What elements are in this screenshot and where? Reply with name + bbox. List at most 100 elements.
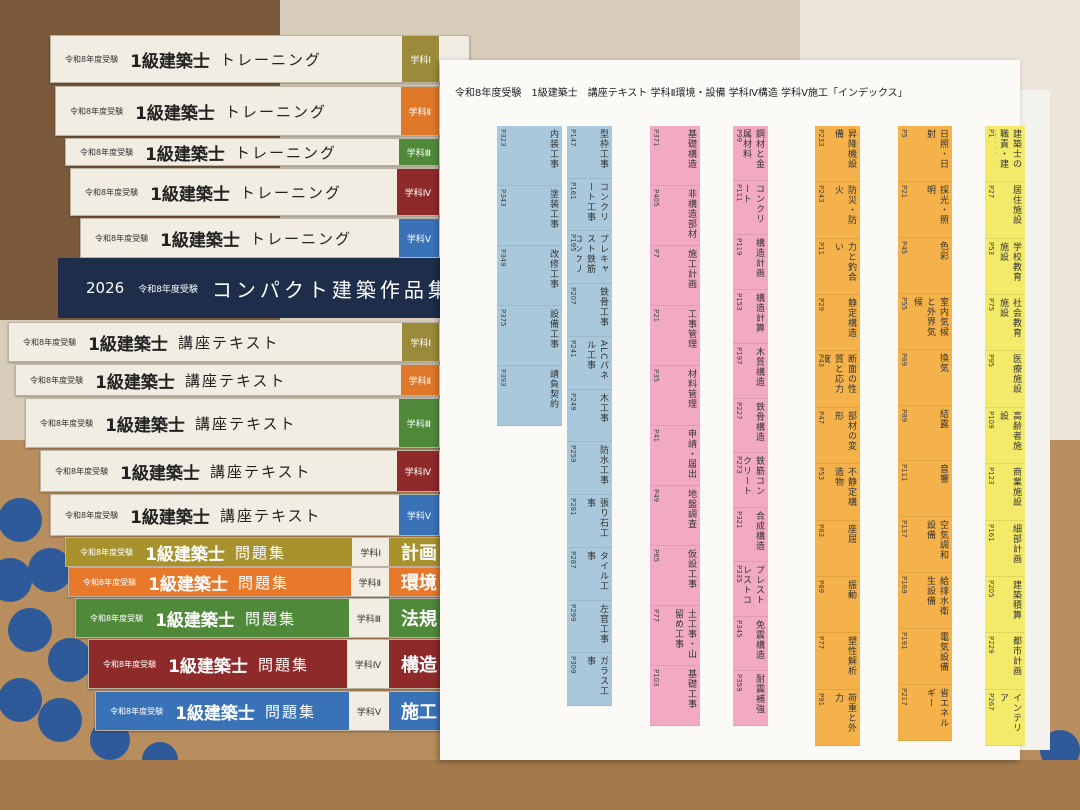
tab-name: 申請・届出 xyxy=(686,429,696,479)
tab-name: 基礎工事 xyxy=(686,669,696,709)
index-tab: 都市計画 P229 xyxy=(985,633,1025,690)
volume: 学科Ⅱ xyxy=(400,365,439,395)
index-column: 日照・日射 P5 採光・照明 P21 色彩 P45 室内気候と外界気候 P55 換気 P69 結露 P… xyxy=(898,126,952,741)
exam: 令和8年度受験 xyxy=(83,577,137,587)
tab-page: P7 xyxy=(652,249,660,258)
tab-page: P195 xyxy=(569,234,577,253)
exam: 令和8年度受験 xyxy=(40,418,94,428)
tab-name: 静定構造 xyxy=(846,298,856,339)
volume: 学科Ⅰ xyxy=(352,538,389,566)
tab-name: 木質構造 xyxy=(754,347,764,388)
tab-page: P345 xyxy=(735,619,743,638)
index-tab: 木質構造 P197 xyxy=(733,344,768,399)
tab-page: P77 xyxy=(652,609,660,623)
index-tab: 換気 P69 xyxy=(898,350,952,406)
index-tab: タイル工事 P287 xyxy=(567,548,612,601)
volume: 学科Ⅳ xyxy=(396,169,439,215)
tab-name: 断面の性質と応力度 xyxy=(825,354,856,395)
tab-name: 不静定構造物 xyxy=(833,467,856,508)
brand: 1級建築士 xyxy=(148,574,228,595)
tab-page: P349 xyxy=(499,249,507,267)
index-tab: 医療施設 P95 xyxy=(985,351,1025,408)
index-tab: 塑性解析 P77 xyxy=(815,633,860,690)
floor xyxy=(0,760,1080,810)
tab-page: P375 xyxy=(499,309,507,327)
subject: 構造 xyxy=(389,640,449,688)
tab-name: 建築士の職責・建築設計の手法 xyxy=(998,129,1021,169)
index-tab: 振動 P69 xyxy=(815,577,860,634)
index-column: 内装工事 P323 塗装工事 P343 改修工事 P349 設備工事 P375 請負契約 P393 xyxy=(497,126,562,426)
brand: 1級建築士 xyxy=(88,334,168,355)
tab-name: 請負契約 xyxy=(548,369,558,409)
tab-name: 荷重と外力 xyxy=(833,692,856,733)
brand: 1級建築士 xyxy=(135,103,215,124)
book-title: 講座テキスト xyxy=(219,506,322,525)
index-tab: 結露 P89 xyxy=(898,406,952,462)
index-tab: 採光・照明 P21 xyxy=(898,182,952,238)
index-tab: 設備工事 P375 xyxy=(497,306,562,366)
index-tab: 仮設工事 P65 xyxy=(650,546,700,606)
tab-page: P111 xyxy=(900,464,908,483)
index-tab: 断面の性質と応力度 P43 xyxy=(815,351,860,408)
tab-page: P259 xyxy=(569,445,577,463)
book-compact: 2026 令和8年度受験 コンパクト建築作品集 xyxy=(58,258,460,318)
book-spine: 令和8年度受験 1級建築士 問題集 学科Ⅲ 法規 xyxy=(75,598,470,638)
exam: 令和8年度受験 xyxy=(103,659,157,669)
index-tab: 鉄筋コンクリート構造P273 xyxy=(733,453,768,508)
index-tab: 静定構造 P29 xyxy=(815,295,860,352)
index-column: 建築士の職責・建築設計の手法P1居住施設P27学校教育施設P53社会教育施設P7… xyxy=(985,126,1025,746)
tab-name: 非構造部材 xyxy=(686,189,696,239)
index-tab: 請負契約 P393 xyxy=(497,366,562,426)
tab-name: 給排水衛生設備 xyxy=(925,576,948,617)
index-tab: 鉄骨工事 P207 xyxy=(567,284,612,337)
index-tab: 商業施設 P123 xyxy=(985,464,1025,521)
tab-page: P243 xyxy=(817,185,825,203)
tab-page: P249 xyxy=(569,392,577,411)
tab-name: コンクリート工事 xyxy=(585,181,608,222)
tab-page: P1 xyxy=(987,129,995,138)
tab-name: 医療施設 xyxy=(1011,354,1021,395)
volume: 学科Ⅲ xyxy=(398,399,439,447)
index-tab: 塗装工事 P343 xyxy=(497,186,562,246)
index-column: 型枠工事 P147 コンクリート工事 P161 プレキャスト鉄筋コンクリート工事P195… xyxy=(567,126,612,707)
index-tab: 荷重と外力 P91 xyxy=(815,690,860,746)
index-tab: コンクリート工事 P161 xyxy=(567,179,612,232)
tab-page: P111 xyxy=(735,183,743,202)
index-tab: 力と釣合い P11 xyxy=(815,239,860,296)
exam: 令和8年度受験 xyxy=(55,466,109,476)
index-tab: 高齢者施設 P109 xyxy=(985,408,1025,465)
exam: 令和8年度受験 xyxy=(95,233,149,243)
index-tab: 建築士の職責・建築設計の手法P1 xyxy=(985,126,1025,183)
tab-page: P95 xyxy=(987,354,995,368)
tab-page: P65 xyxy=(652,549,660,563)
volume: 学科Ⅰ xyxy=(402,36,439,82)
tab-name: 高齢者施設 xyxy=(998,410,1021,451)
index-tab: 電気設備 P191 xyxy=(898,629,952,686)
tab-page: P99 xyxy=(735,129,743,143)
index-tab: インテリア P267 xyxy=(985,690,1025,746)
tab-page: P123 xyxy=(987,467,995,485)
index-tab: 空気調和設備 P137 xyxy=(898,517,952,574)
book-title: トレーニング xyxy=(239,183,342,202)
tab-name: 鉄骨構造 xyxy=(754,401,764,442)
book-spine: 令和8年度受験 1級建築士 問題集 学科Ⅴ 施工 xyxy=(95,691,470,731)
tab-page: P47 xyxy=(817,410,825,424)
index-tab: 色彩 P45 xyxy=(898,238,952,294)
tab-name: 工事管理 xyxy=(686,309,696,349)
index-tab: 基礎工事 P103 xyxy=(650,666,700,726)
brand: 1級建築士 xyxy=(120,463,200,484)
tab-page: P75 xyxy=(987,298,995,312)
tab-name: 基礎構造 xyxy=(686,129,696,169)
tab-page: P69 xyxy=(900,352,908,366)
tab-page: P207 xyxy=(569,287,577,305)
brand: 1級建築士 xyxy=(145,144,225,165)
exam: 令和8年度受験 xyxy=(30,375,84,385)
book-spine: 令和8年度受験 1級建築士 講座テキスト 学科Ⅳ xyxy=(40,450,470,492)
tab-page: P29 xyxy=(817,298,825,312)
exam: 令和8年度受験 xyxy=(85,187,139,197)
tab-page: P49 xyxy=(652,489,660,503)
exam: 令和8年度受験 xyxy=(23,337,77,347)
tab-name: 防水工事 xyxy=(598,445,608,486)
book-spine: 令和8年度受験 1級建築士 トレーニング 学科Ⅱ xyxy=(55,86,470,136)
index-tab: 室内気候と外界気候 P55 xyxy=(898,294,952,350)
